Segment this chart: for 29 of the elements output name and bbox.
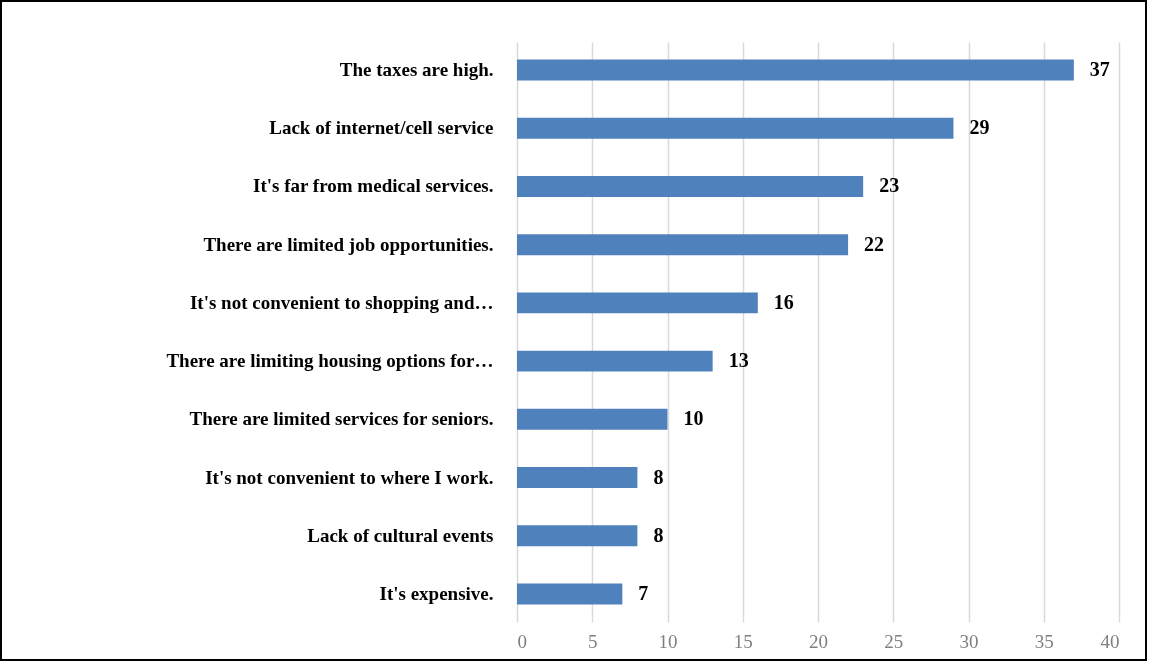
- y-tick-label: Lack of cultural events: [307, 524, 494, 546]
- y-tick-label: There are limited services for seniors.: [189, 408, 494, 430]
- x-tick-label: 5: [588, 630, 598, 652]
- y-tick-label: The taxes are high.: [339, 58, 494, 80]
- data-label: 23: [879, 174, 900, 197]
- data-label: 13: [728, 349, 749, 372]
- x-tick-label: 15: [733, 630, 753, 652]
- y-tick-label: It's expensive.: [379, 583, 494, 605]
- y-tick-label: There are limiting housing options for…: [166, 350, 494, 372]
- y-tick-label: There are limited job opportunities.: [203, 233, 494, 255]
- data-label: 10: [683, 407, 704, 430]
- data-label: 7: [638, 582, 649, 605]
- y-tick-label: It's far from medical services.: [253, 175, 494, 197]
- x-tick-label: 20: [809, 630, 828, 652]
- data-label: 8: [653, 465, 664, 488]
- y-tick-label: Lack of internet/cell service: [269, 117, 494, 139]
- x-tick-label: 25: [884, 630, 904, 652]
- x-tick-label: 40: [1100, 630, 1120, 652]
- x-tick-label: 35: [1034, 630, 1054, 652]
- x-tick-label: 0: [517, 630, 527, 652]
- y-tick-label: It's not convenient to where I work.: [205, 466, 494, 488]
- data-label: 29: [969, 116, 990, 139]
- y-tick-label: It's not convenient to shopping and…: [189, 291, 494, 313]
- x-tick-label: 30: [959, 630, 979, 652]
- data-label: 8: [653, 523, 664, 546]
- data-label: 37: [1089, 57, 1110, 80]
- x-tick-label: 10: [658, 630, 678, 652]
- data-label: 22: [864, 232, 885, 255]
- data-label: 16: [773, 290, 794, 313]
